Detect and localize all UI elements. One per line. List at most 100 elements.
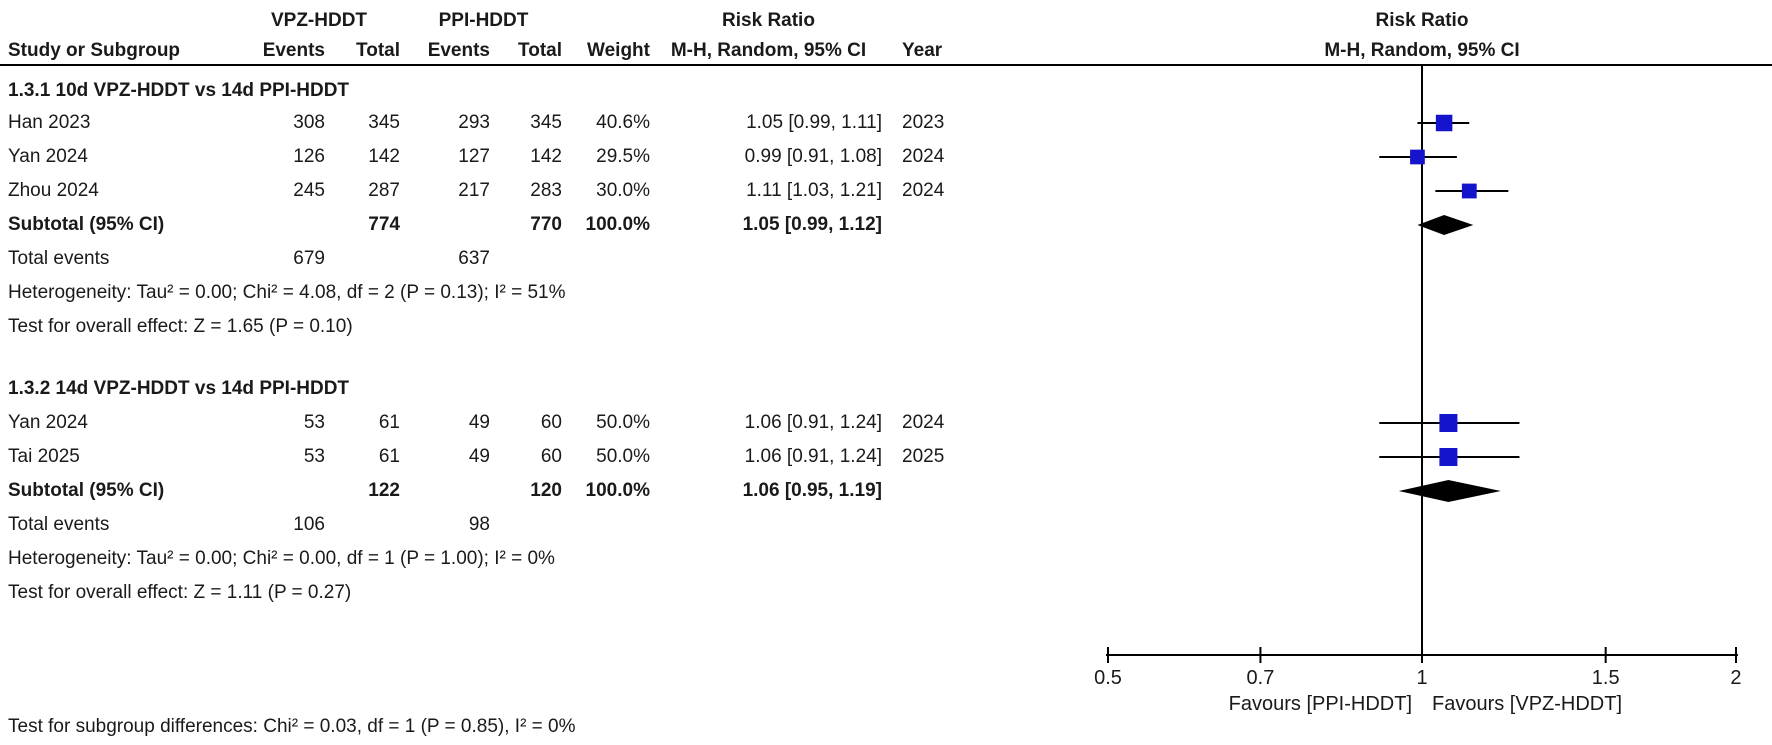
- heterogeneity-row: Heterogeneity: Tau² = 0.00; Chi² = 0.00,…: [0, 548, 1772, 572]
- heterogeneity-text: Heterogeneity: Tau² = 0.00; Chi² = 4.08,…: [8, 282, 566, 303]
- study-year: 2023: [902, 112, 945, 133]
- subtotal-ci: 1.06 [0.95, 1.19]: [742, 480, 882, 501]
- total-events-label: Total events: [8, 248, 110, 269]
- study-events1: 53: [303, 412, 325, 433]
- study-total2: 345: [530, 112, 562, 133]
- total-events2: 98: [468, 514, 490, 535]
- subgroup-differences-text: Test for subgroup differences: Chi² = 0.…: [8, 716, 576, 737]
- study-name: Tai 2025: [8, 446, 80, 467]
- study-weight: 50.0%: [596, 412, 650, 433]
- subtotal-weight: 100.0%: [585, 480, 650, 501]
- study-weight: 30.0%: [596, 180, 650, 201]
- overall-effect-row: Test for overall effect: Z = 1.65 (P = 0…: [0, 316, 1772, 340]
- study-name: Yan 2024: [8, 412, 88, 433]
- x-axis-tick-label: 2: [1730, 667, 1741, 689]
- col-year-header: Year: [902, 40, 943, 61]
- study-row: Yan 2024 53 61 49 60 50.0% 1.06 [0.91, 1…: [0, 412, 1772, 436]
- x-axis-tick-label: 0.5: [1094, 667, 1122, 689]
- group2-header: PPI-HDDT: [438, 10, 529, 31]
- study-name: Yan 2024: [8, 146, 88, 167]
- study-events1: 308: [293, 112, 325, 133]
- col-effect-header: M-H, Random, 95% CI: [670, 40, 867, 61]
- study-events1: 53: [303, 446, 325, 467]
- total-events-row: Total events 679 637: [0, 248, 1772, 272]
- study-ci: 1.11 [1.03, 1.21]: [746, 180, 882, 201]
- subtotal-row: Subtotal (95% CI) 774 770 100.0% 1.05 [0…: [0, 214, 1772, 238]
- x-axis-tick-label: 1.5: [1592, 667, 1620, 689]
- subtotal-total1: 774: [368, 214, 400, 235]
- overall-effect-row: Test for overall effect: Z = 1.11 (P = 0…: [0, 582, 1772, 606]
- header-group-row: VPZ-HDDT PPI-HDDT Risk Ratio Risk Ratio: [0, 10, 1772, 34]
- study-total2: 60: [540, 446, 562, 467]
- study-total1: 287: [368, 180, 400, 201]
- study-events1: 126: [293, 146, 325, 167]
- x-axis-tick-label: 1: [1416, 667, 1427, 689]
- total-events1: 679: [293, 248, 325, 269]
- study-weight: 29.5%: [596, 146, 650, 167]
- study-ci: 1.05 [0.99, 1.11]: [746, 112, 882, 133]
- favours-right-label: Favours [VPZ-HDDT]: [1432, 693, 1622, 715]
- subgroup-title: 1.3.2 14d VPZ-HDDT vs 14d PPI-HDDT: [8, 378, 350, 399]
- study-year: 2024: [902, 412, 945, 433]
- plot-subtitle: M-H, Random, 95% CI: [1324, 40, 1520, 61]
- plot-title: Risk Ratio: [1375, 10, 1469, 31]
- study-row: Tai 2025 53 61 49 60 50.0% 1.06 [0.91, 1…: [0, 446, 1772, 470]
- study-events2: 49: [468, 412, 490, 433]
- effect-title: Risk Ratio: [722, 10, 815, 31]
- subtotal-label: Subtotal (95% CI): [8, 214, 165, 235]
- study-name: Zhou 2024: [8, 180, 99, 201]
- study-row: Han 2023 308 345 293 345 40.6% 1.05 [0.9…: [0, 112, 1772, 136]
- subtotal-total2: 120: [530, 480, 562, 501]
- study-row: Zhou 2024 245 287 217 283 30.0% 1.11 [1.…: [0, 180, 1772, 204]
- col-events2-header: Events: [427, 40, 490, 61]
- col-study-header: Study or Subgroup: [8, 40, 181, 61]
- subgroup2-title-row: 1.3.2 14d VPZ-HDDT vs 14d PPI-HDDT: [0, 378, 1772, 402]
- study-total1: 142: [368, 146, 400, 167]
- study-ci: 1.06 [0.91, 1.24]: [744, 412, 882, 433]
- study-year: 2024: [902, 180, 945, 201]
- subtotal-label: Subtotal (95% CI): [8, 480, 165, 501]
- subtotal-total2: 770: [530, 214, 562, 235]
- study-total2: 60: [540, 412, 562, 433]
- subgroup-title: 1.3.1 10d VPZ-HDDT vs 14d PPI-HDDT: [8, 80, 350, 101]
- study-events2: 293: [458, 112, 490, 133]
- study-weight: 40.6%: [596, 112, 650, 133]
- overall-effect-text: Test for overall effect: Z = 1.65 (P = 0…: [8, 316, 353, 337]
- study-total1: 345: [368, 112, 400, 133]
- study-total1: 61: [378, 412, 400, 433]
- subtotal-ci: 1.05 [0.99, 1.12]: [742, 214, 882, 235]
- total-events2: 637: [458, 248, 490, 269]
- subtotal-total1: 122: [368, 480, 400, 501]
- study-total2: 142: [530, 146, 562, 167]
- study-name: Han 2023: [8, 112, 91, 133]
- heterogeneity-row: Heterogeneity: Tau² = 0.00; Chi² = 4.08,…: [0, 282, 1772, 306]
- subtotal-row: Subtotal (95% CI) 122 120 100.0% 1.06 [0…: [0, 480, 1772, 504]
- x-axis-tick-label: 0.7: [1247, 667, 1275, 689]
- study-events2: 127: [458, 146, 490, 167]
- study-weight: 50.0%: [596, 446, 650, 467]
- study-ci: 1.06 [0.91, 1.24]: [744, 446, 882, 467]
- subtotal-weight: 100.0%: [585, 214, 650, 235]
- overall-effect-text: Test for overall effect: Z = 1.11 (P = 0…: [8, 582, 352, 603]
- study-events1: 245: [293, 180, 325, 201]
- study-total2: 283: [530, 180, 562, 201]
- study-row: Yan 2024 126 142 127 142 29.5% 0.99 [0.9…: [0, 146, 1772, 170]
- subgroup1-title-row: 1.3.1 10d VPZ-HDDT vs 14d PPI-HDDT: [0, 80, 1772, 104]
- header-columns-row: Study or Subgroup Events Total Events To…: [0, 40, 1772, 64]
- heterogeneity-text: Heterogeneity: Tau² = 0.00; Chi² = 0.00,…: [8, 548, 555, 569]
- total-events-label: Total events: [8, 514, 110, 535]
- total-events1: 106: [293, 514, 325, 535]
- study-year: 2024: [902, 146, 945, 167]
- favours-left-label: Favours [PPI-HDDT]: [1229, 693, 1412, 715]
- header-divider: [0, 64, 1772, 66]
- col-total2-header: Total: [518, 40, 562, 61]
- total-events-row: Total events 106 98: [0, 514, 1772, 538]
- col-total1-header: Total: [356, 40, 400, 61]
- group1-header: VPZ-HDDT: [270, 10, 368, 31]
- study-year: 2025: [902, 446, 945, 467]
- study-events2: 49: [468, 446, 490, 467]
- study-ci: 0.99 [0.91, 1.08]: [744, 146, 882, 167]
- study-total1: 61: [378, 446, 400, 467]
- col-events1-header: Events: [262, 40, 325, 61]
